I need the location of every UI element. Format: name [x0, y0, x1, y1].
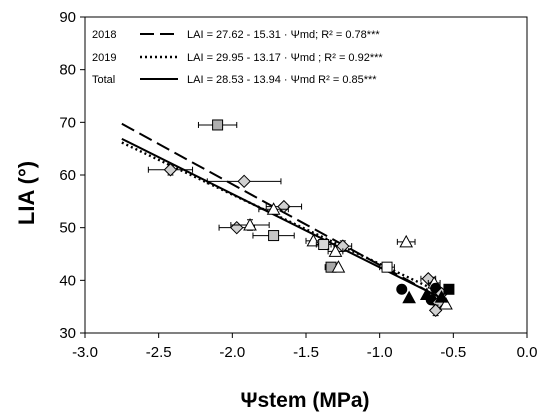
regression-line-total — [121, 137, 447, 302]
legend-equation-total: LAI = 28.53 - 13.94 · Ψmd R² = 0.85*** — [187, 74, 377, 86]
data-point-diamond — [428, 303, 443, 318]
data-point-triangle — [439, 296, 453, 310]
data-point-square — [443, 283, 455, 295]
data-point-diamond — [237, 174, 251, 189]
y-axis-title: LIA (°) — [14, 161, 39, 225]
legend-label-2019: 2019 — [92, 52, 116, 64]
legend-label-total: Total — [92, 74, 115, 86]
data-point-square — [212, 119, 224, 131]
legend-label-2018: 2018 — [92, 29, 116, 41]
data-point-diamond — [163, 163, 178, 177]
plot-border — [84, 16, 528, 334]
y-tick-label: 60 — [59, 167, 76, 184]
data-point-diamond — [230, 220, 244, 235]
data-point-triangle — [331, 260, 346, 273]
plot-area — [84, 16, 528, 334]
x-tick-label: -1.5 — [293, 344, 319, 361]
data-point-triangle — [266, 202, 281, 215]
axis-ticks: -3.0 -2.5 -2.0 -1.5 -1.0 -0.5 0.0 30 40 50 60 70 80 9… — [59, 9, 537, 361]
y-tick-label: 90 — [59, 9, 76, 26]
legend: 2018 LAI = 27.62 - 15.31 · Ψmd; R² = 0.78… — [92, 29, 383, 86]
x-tick-label: -3.0 — [72, 344, 98, 361]
x-tick-label: -2.0 — [219, 344, 245, 361]
data-point-triangle — [399, 234, 414, 248]
x-tick-label: -0.5 — [440, 344, 466, 361]
y-tick-label: 70 — [59, 114, 76, 131]
data-point-circle — [396, 283, 408, 295]
data-points — [147, 119, 455, 318]
y-tick-label: 80 — [59, 62, 76, 79]
data-point-triangle — [328, 244, 343, 257]
y-tick-label: 40 — [59, 272, 76, 289]
x-axis-title: Ψstem (MPa) — [240, 389, 369, 412]
data-point-square — [318, 239, 330, 251]
data-point-triangle — [402, 290, 416, 304]
x-tick-label: -1.0 — [367, 344, 393, 361]
y-tick-label: 30 — [59, 325, 76, 342]
x-tick-label: -2.5 — [146, 344, 172, 361]
legend-equation-2018: LAI = 27.62 - 15.31 · Ψmd; R² = 0.78*** — [187, 29, 380, 41]
data-point-triangle — [243, 217, 257, 231]
data-point-square — [381, 261, 393, 273]
legend-equation-2019: LAI = 29.95 - 13.17 · Ψmd ; R² = 0.92*** — [187, 52, 383, 64]
y-tick-label: 50 — [59, 220, 76, 237]
data-point-square — [268, 230, 280, 242]
x-tick-label: 0.0 — [517, 344, 538, 361]
data-point-triangle — [434, 290, 449, 303]
